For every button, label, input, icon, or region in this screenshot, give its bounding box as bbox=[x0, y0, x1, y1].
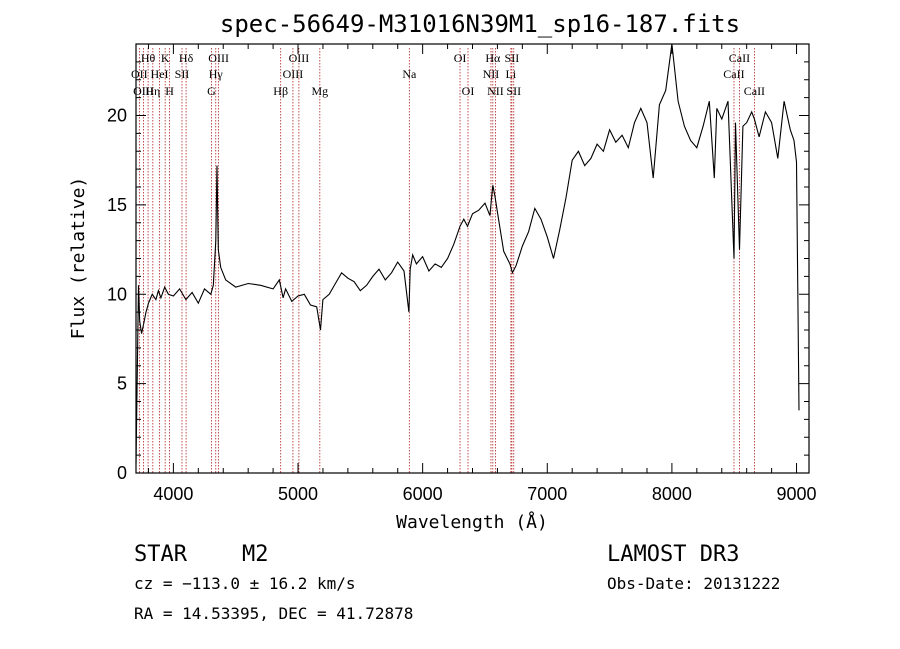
line-label: OII bbox=[131, 67, 148, 81]
line-label: SII bbox=[505, 51, 520, 65]
x-tick-label: 4000 bbox=[153, 484, 193, 504]
x-axis-ticks: 4000 5000 6000 7000 8000 9000 bbox=[147, 44, 817, 504]
line-label: Hη bbox=[145, 84, 160, 98]
line-label: Hθ bbox=[141, 51, 156, 65]
line-label: K bbox=[161, 51, 170, 65]
x-tick-label: 9000 bbox=[777, 484, 817, 504]
line-label: Na bbox=[402, 67, 417, 81]
line-label: NII bbox=[487, 84, 504, 98]
object-type: STAR bbox=[134, 542, 188, 567]
x-tick-label: 6000 bbox=[403, 484, 443, 504]
observation-date: Obs-Date: 20131222 bbox=[607, 574, 780, 593]
y-tick-label: 20 bbox=[107, 106, 127, 126]
x-tick-label: 8000 bbox=[652, 484, 692, 504]
line-label: OI bbox=[462, 84, 475, 98]
spectral-line-markers bbox=[138, 48, 755, 473]
y-tick-label: 5 bbox=[117, 374, 127, 394]
y-tick-label: 15 bbox=[107, 195, 127, 215]
line-label: CaII bbox=[744, 84, 765, 98]
spectrum-line bbox=[135, 43, 800, 465]
line-label: Hβ bbox=[273, 84, 288, 98]
line-label: OIII bbox=[283, 67, 304, 81]
line-label: HeI bbox=[151, 67, 169, 81]
line-label: Hγ bbox=[209, 67, 224, 81]
line-label: Hδ bbox=[179, 51, 194, 65]
x-axis-label: Wavelength (Å) bbox=[396, 511, 548, 533]
line-label: Li bbox=[506, 67, 517, 81]
redshift-info: cz = −113.0 ± 16.2 km/s bbox=[134, 574, 356, 593]
survey-name: LAMOST DR3 bbox=[607, 542, 739, 567]
line-label: CaII bbox=[723, 67, 744, 81]
line-label: CaII bbox=[729, 51, 750, 65]
line-label: NII bbox=[483, 67, 500, 81]
line-label: Hα bbox=[485, 51, 501, 65]
y-tick-label: 0 bbox=[117, 463, 127, 483]
line-label: G bbox=[207, 84, 216, 98]
line-label: SII bbox=[175, 67, 190, 81]
line-label: Mg bbox=[311, 84, 328, 98]
line-label: SII bbox=[506, 84, 521, 98]
x-tick-label: 7000 bbox=[527, 484, 567, 504]
coordinates: RA = 14.53395, DEC = 41.72878 bbox=[134, 604, 413, 623]
line-label: OIII bbox=[208, 51, 229, 65]
object-subclass: M2 bbox=[242, 542, 269, 567]
line-label: H bbox=[165, 84, 174, 98]
y-axis-label: Flux (relative) bbox=[68, 177, 89, 340]
x-tick-label: 5000 bbox=[278, 484, 318, 504]
line-label: OIII bbox=[289, 51, 310, 65]
y-tick-label: 10 bbox=[107, 284, 127, 304]
line-label: OI bbox=[454, 51, 467, 65]
chart-title: spec-56649-M31016N39M1_sp16-187.fits bbox=[220, 10, 740, 38]
line-label: OIII bbox=[133, 84, 154, 98]
y-axis-ticks: 0 5 10 15 20 bbox=[107, 43, 809, 483]
